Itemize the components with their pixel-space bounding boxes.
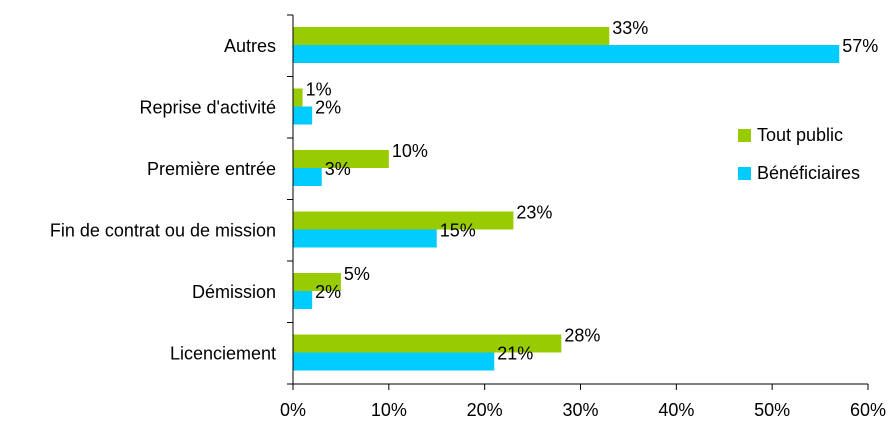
data-label: 23%: [516, 203, 552, 223]
legend-swatch: [738, 129, 751, 142]
x-tick-label: 50%: [754, 400, 790, 420]
data-label: 10%: [392, 141, 428, 161]
legend-label: Bénéficiaires: [757, 163, 860, 183]
bar-tout-public: [293, 273, 341, 291]
data-label: 15%: [440, 221, 476, 241]
data-label: 57%: [842, 36, 878, 56]
bar-beneficiaires: [293, 45, 840, 63]
x-tick-label: 10%: [371, 400, 407, 420]
bar-tout-public: [293, 150, 389, 168]
x-tick-label: 30%: [562, 400, 598, 420]
bar-beneficiaires: [293, 106, 313, 125]
bar-beneficiaires: [293, 352, 495, 371]
category-label: Reprise d'activité: [140, 97, 277, 117]
data-label: 33%: [612, 18, 648, 38]
data-label: 2%: [315, 98, 341, 118]
x-tick-label: 20%: [467, 400, 503, 420]
bar-tout-public: [293, 27, 610, 45]
data-label: 1%: [306, 80, 332, 100]
data-label: 3%: [325, 159, 351, 179]
bar-beneficiaires: [293, 168, 322, 186]
bars-group: 33%57%1%2%10%3%23%15%5%2%28%21%: [293, 18, 878, 371]
x-tick-label: 60%: [850, 400, 886, 420]
x-tick-label: 0%: [280, 400, 306, 420]
category-label: Première entrée: [147, 159, 276, 179]
category-label: Autres: [224, 36, 276, 56]
bar-tout-public: [293, 211, 514, 230]
category-label: Fin de contrat ou de mission: [50, 220, 276, 240]
category-label: Démission: [192, 282, 276, 302]
category-label: Licenciement: [170, 343, 276, 363]
bar-beneficiaires: [293, 291, 313, 309]
data-label: 5%: [344, 264, 370, 284]
bar-beneficiaires: [293, 229, 437, 248]
legend-swatch: [738, 167, 751, 180]
data-label: 2%: [315, 282, 341, 302]
legend-label: Tout public: [757, 125, 843, 145]
data-label: 28%: [564, 326, 600, 346]
bar-tout-public: [293, 334, 562, 353]
bar-tout-public: [293, 88, 303, 107]
legend: Tout public Bénéficiaires: [738, 125, 860, 183]
data-label: 21%: [497, 344, 533, 364]
x-tick-label: 40%: [658, 400, 694, 420]
